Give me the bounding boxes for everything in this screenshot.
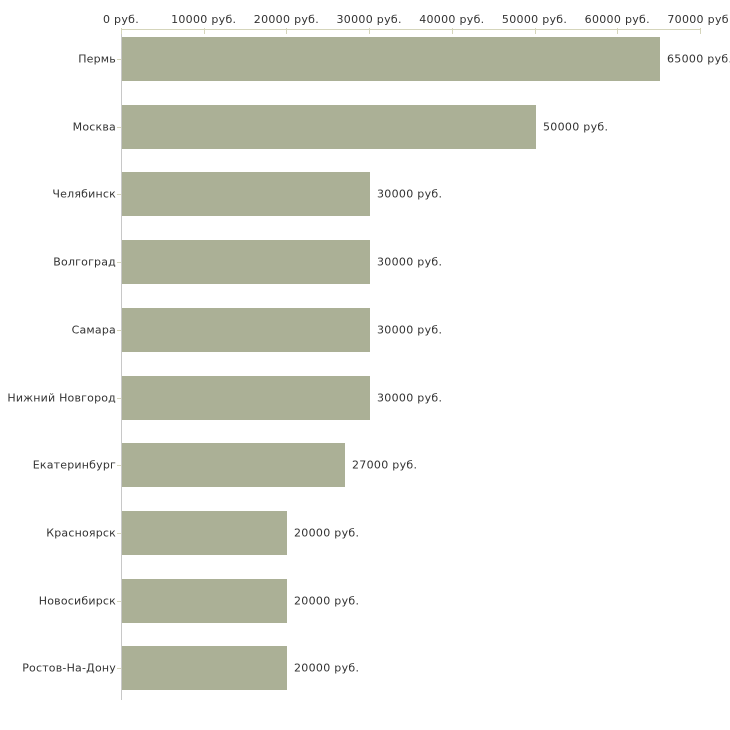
category-label: Нижний Новгород [7, 391, 116, 404]
category-label: Ростов-На-Дону [22, 661, 116, 675]
bar [122, 646, 287, 690]
x-axis-tick-label: 30000 руб. [336, 13, 402, 26]
top-axis-line [121, 29, 700, 30]
category-label: Самара [71, 323, 116, 337]
bar [122, 172, 370, 216]
bar-value-label: 20000 руб. [294, 594, 360, 608]
bar-value-label: 30000 руб. [377, 391, 443, 404]
bar-value-label: 30000 руб. [377, 255, 443, 269]
category-label: Москва [72, 120, 116, 134]
category-label: Волгоград [53, 255, 116, 269]
bar-value-label: 20000 руб. [294, 526, 360, 540]
x-axis-tick-mark [286, 28, 288, 34]
x-axis-tick-label: 40000 руб. [419, 13, 485, 26]
category-tick-mark [117, 127, 121, 128]
category-label: Новосибирск [38, 594, 116, 608]
bar [122, 240, 370, 284]
bar [122, 376, 370, 420]
x-axis-tick-mark [121, 28, 122, 34]
category-tick-mark [117, 330, 121, 331]
category-label: Челябинск [52, 187, 116, 201]
x-axis-tick-label: 20000 руб. [253, 13, 320, 26]
bar-value-label: 50000 руб. [543, 120, 609, 134]
x-axis-tick-mark [203, 28, 205, 34]
x-axis-tick-label: 50000 руб. [501, 13, 568, 26]
x-axis-tick-label: 0 руб. [102, 13, 140, 26]
x-axis-tick-label: 60000 руб. [584, 13, 650, 26]
x-axis-tick-mark [534, 28, 536, 34]
x-axis-tick-label: 70000 руб. [667, 13, 730, 26]
category-tick-mark [117, 465, 121, 466]
category-tick-mark [117, 398, 121, 399]
bar-value-label: 30000 руб. [377, 187, 443, 201]
category-label: Пермь [78, 52, 116, 66]
category-tick-mark [117, 262, 121, 263]
bar [122, 105, 536, 149]
bar [122, 37, 660, 81]
bar-value-label: 27000 руб. [352, 458, 418, 472]
category-tick-mark [117, 59, 121, 60]
left-axis-line [121, 29, 122, 700]
x-axis-tick-mark [451, 28, 453, 34]
category-tick-mark [117, 533, 121, 534]
bar [122, 511, 287, 555]
category-label: Красноярск [46, 526, 116, 540]
bar [122, 308, 370, 352]
bar-value-label: 20000 руб. [294, 661, 360, 675]
category-tick-mark [117, 194, 121, 195]
bar [122, 443, 345, 487]
category-label: Екатеринбург [32, 458, 116, 472]
category-tick-mark [117, 668, 121, 669]
category-tick-mark [117, 601, 121, 602]
bar-value-label: 30000 руб. [377, 323, 443, 337]
x-axis-tick-mark [369, 28, 371, 34]
x-axis-tick-mark [700, 28, 701, 34]
bar [122, 579, 287, 623]
x-axis-tick-mark [617, 28, 619, 34]
x-axis-tick-label: 10000 руб. [171, 13, 237, 26]
bar-value-label: 65000 руб. [667, 52, 730, 66]
